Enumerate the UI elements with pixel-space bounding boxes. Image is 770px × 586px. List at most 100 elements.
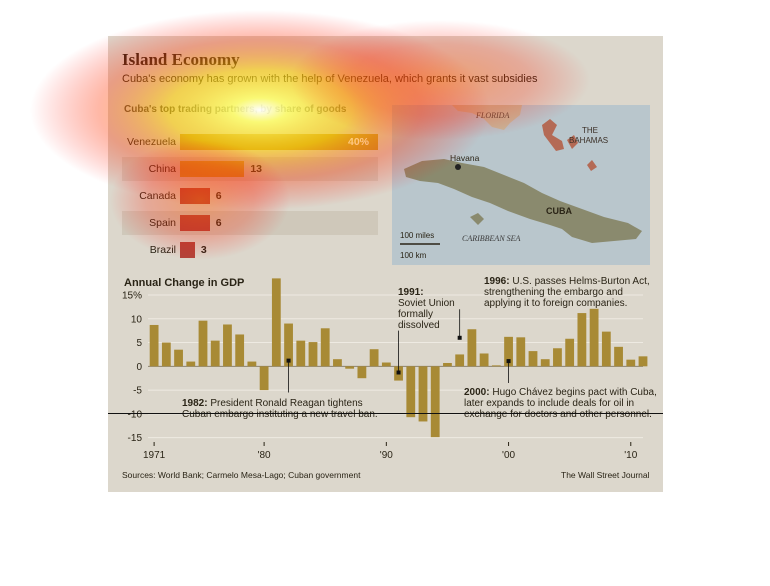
gdp-bar	[223, 324, 232, 367]
gdp-bar	[601, 331, 611, 367]
annotation-2000-line1: Hugo Chávez begins pact with Cuba,	[489, 387, 657, 398]
partner-value-label: 40%	[348, 136, 370, 148]
annotation-1991-line3: dissolved	[398, 320, 440, 331]
y-tick-label: -5	[133, 386, 142, 397]
gdp-bar	[418, 366, 428, 422]
gdp-bar	[247, 361, 257, 367]
annotation-marker	[457, 335, 462, 340]
annotation-1982-line2: Cuban embargo instituting a new travel b…	[182, 409, 378, 420]
gdp-bar	[626, 359, 636, 367]
horizontal-rule	[108, 413, 663, 414]
gdp-bar	[565, 338, 575, 367]
gdp-bar	[516, 337, 526, 367]
map-label-sea: CARIBBEAN SEA	[462, 234, 521, 243]
gdp-bar	[638, 356, 648, 367]
map-label-bahamas-2: BAHAMAS	[569, 136, 608, 145]
annotation-2000-year: 2000:	[464, 387, 490, 398]
graphic-title: Island Economy	[122, 50, 240, 69]
x-tick-label: '10	[624, 450, 637, 461]
gdp-bar	[333, 359, 342, 367]
y-tick-label: 0	[136, 362, 142, 373]
map-scale-miles: 100 miles	[400, 231, 434, 240]
annotation-2000-line3: exchange for doctors and other personnel…	[464, 409, 652, 420]
credit-note: The Wall Street Journal	[561, 470, 650, 480]
x-tick-label: '90	[380, 450, 393, 461]
annotation-1991-line2: formally	[398, 309, 434, 320]
partner-value-label: 3	[200, 244, 207, 256]
partner-country-label: China	[148, 163, 176, 175]
map-label-florida: FLORIDA	[475, 111, 509, 120]
y-tick-label: 10	[131, 314, 143, 325]
annotation-1991: 1991: Soviet Union formally dissolved	[398, 287, 455, 331]
partner-bar	[180, 161, 245, 177]
gdp-bar	[284, 323, 293, 367]
annotation-1996-line3: applying it to foreign companies.	[484, 298, 628, 309]
annotation-1982: 1982: President Ronald Reagan tightens C…	[182, 398, 378, 420]
gdp-bar	[528, 351, 538, 367]
y-tick-label: -10	[128, 409, 143, 420]
gdp-bar	[210, 340, 220, 367]
partner-bar	[180, 188, 210, 204]
partner-row-venezuela: Venezuela 40%	[122, 130, 378, 154]
gdp-bar	[198, 320, 208, 367]
annotation-1982-line1: President Ronald Reagan tightens	[207, 398, 363, 409]
partner-country-label: Spain	[149, 217, 176, 229]
gdp-bar	[614, 346, 623, 367]
havana-marker	[455, 164, 461, 170]
gdp-bar	[589, 308, 599, 367]
gdp-chart-title: Annual Change in GDP	[124, 277, 245, 289]
annotation-1996-line1: U.S. passes Helms-Burton Act,	[509, 276, 650, 287]
map-svg: FLORIDA THE BAHAMAS Havana CUBA CARIBBEA…	[392, 105, 650, 265]
y-tick-label: 5	[136, 338, 142, 349]
cuba-map: FLORIDA THE BAHAMAS Havana CUBA CARIBBEA…	[392, 105, 650, 265]
partner-value-label: 13	[250, 163, 263, 175]
gdp-bar	[430, 366, 440, 438]
partner-row-canada: Canada 6	[122, 184, 378, 208]
gdp-bar	[296, 340, 306, 367]
partner-country-label: Canada	[139, 190, 176, 202]
partner-country-label: Venezuela	[126, 136, 176, 148]
annotation-1991-year: 1991:	[398, 287, 424, 298]
annotation-2000: 2000: Hugo Chávez begins pact with Cuba,…	[464, 387, 657, 420]
gdp-bar	[467, 329, 477, 367]
map-label-havana: Havana	[450, 153, 480, 163]
annotation-1982-year: 1982:	[182, 398, 208, 409]
gdp-bar	[259, 366, 269, 391]
gdp-bar	[553, 348, 562, 367]
gdp-bar	[540, 359, 550, 367]
map-label-cuba: CUBA	[546, 206, 572, 216]
gdp-bar	[491, 365, 501, 367]
annotation-1996: 1996: U.S. passes Helms-Burton Act, stre…	[484, 276, 650, 309]
map-label-bahamas-1: THE	[582, 126, 598, 135]
gdp-bar	[479, 353, 489, 367]
gdp-bar	[320, 328, 330, 367]
gdp-bar	[186, 361, 196, 367]
partner-row-brazil: Brazil 3	[122, 238, 378, 262]
partner-country-label: Brazil	[149, 244, 176, 256]
gdp-bar	[577, 313, 587, 367]
partner-row-china: China 13	[122, 157, 378, 181]
bahamas-island-3	[587, 160, 597, 171]
gdp-bar	[308, 342, 318, 367]
gdp-bar	[271, 278, 281, 367]
gdp-bar	[443, 362, 452, 367]
partner-row-spain: Spain 6	[122, 211, 378, 235]
gdp-bar	[149, 324, 159, 367]
annotation-marker	[506, 359, 511, 364]
partner-bar	[180, 242, 195, 258]
y-tick-label: 15%	[122, 291, 142, 302]
partner-value-label: 6	[215, 217, 222, 229]
map-scale-km: 100 km	[400, 251, 427, 260]
annotation-1996-line2: strengthening the embargo and	[484, 287, 623, 298]
gdp-bar	[357, 366, 367, 379]
gdp-bar	[161, 342, 171, 367]
gdp-bar	[174, 349, 183, 367]
annotation-1996-year: 1996:	[484, 276, 510, 287]
gdp-bar	[345, 366, 355, 369]
x-tick-label: 1971	[143, 450, 166, 461]
sources-note: Sources: World Bank; Carmelo Mesa-Lago; …	[122, 470, 361, 480]
partner-bar	[180, 215, 210, 231]
y-tick-label: -15	[128, 433, 143, 444]
partners-title: Cuba's top trading partners, by share of…	[124, 104, 347, 115]
